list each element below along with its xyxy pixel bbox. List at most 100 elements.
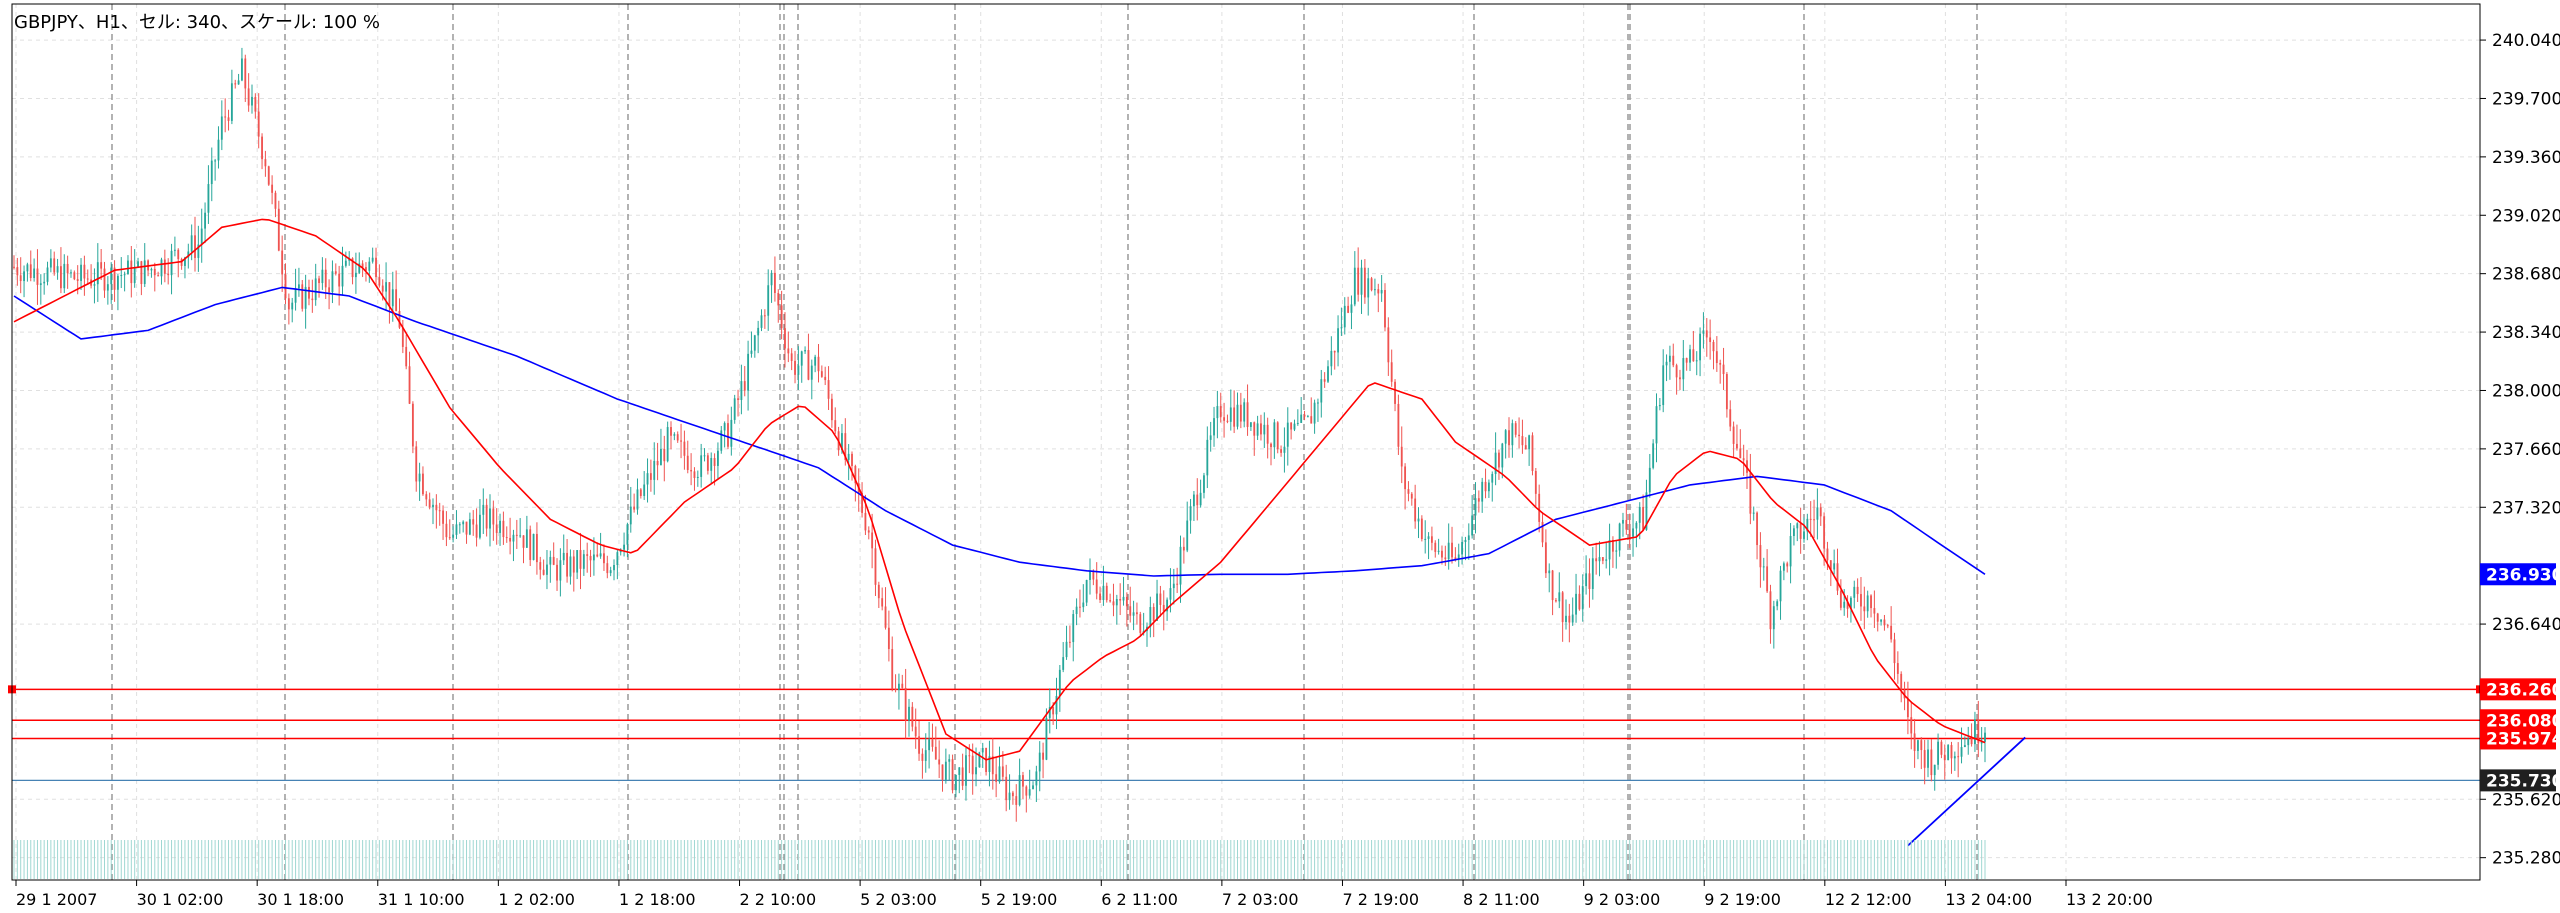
candle-body	[894, 688, 897, 690]
candle-body	[1565, 615, 1567, 623]
candle-body	[1112, 601, 1115, 606]
candle-body	[995, 774, 998, 782]
candle-body	[39, 283, 42, 285]
candle-body	[110, 267, 113, 285]
candle-body	[1672, 355, 1675, 366]
candle-body	[401, 327, 404, 347]
candle-body	[623, 544, 625, 550]
candle-body	[1079, 606, 1081, 608]
candle-body	[988, 756, 991, 772]
candle-body	[1742, 458, 1745, 461]
candle-body	[127, 260, 129, 275]
candle-body	[1437, 550, 1440, 552]
candle-body	[1089, 570, 1091, 580]
candle-body	[1910, 717, 1913, 734]
candle-body	[1213, 418, 1215, 436]
candle-body	[445, 523, 448, 538]
candle-body	[737, 398, 739, 400]
candle-body	[1551, 570, 1554, 601]
price-tag-bg	[2480, 769, 2556, 792]
candle-body	[351, 258, 354, 278]
candle-body	[465, 521, 468, 535]
candle-body	[1632, 528, 1634, 537]
candle-body	[365, 267, 367, 271]
candle-body	[1062, 657, 1065, 670]
candle-body	[690, 469, 693, 472]
trendline[interactable]	[1907, 736, 2026, 847]
candle-body	[294, 288, 297, 303]
candle-body	[740, 381, 743, 400]
candle-body	[1752, 512, 1755, 514]
candle-body	[150, 268, 153, 271]
candle-body	[391, 289, 394, 307]
candle-body	[1927, 749, 1929, 768]
candle-body	[509, 537, 512, 542]
candle-body	[1052, 707, 1055, 715]
candle-body	[106, 284, 109, 291]
candle-body	[432, 504, 434, 508]
candle-body	[1384, 290, 1386, 328]
candle-body	[207, 184, 210, 213]
candle-body	[1471, 515, 1474, 536]
candle-body	[173, 249, 176, 251]
candle-body	[777, 292, 780, 306]
candle-body	[542, 569, 545, 575]
candle-body	[1692, 349, 1695, 362]
candle-body	[1608, 540, 1611, 560]
candle-body	[60, 266, 62, 289]
candle-body	[1266, 424, 1269, 444]
candle-body	[1286, 422, 1289, 447]
candle-body	[1430, 536, 1433, 543]
candle-body	[214, 160, 217, 162]
candle-body	[505, 537, 508, 539]
candle-body	[1048, 707, 1051, 718]
candle-body	[1504, 430, 1507, 444]
candle-body	[1400, 446, 1403, 467]
candle-body	[1404, 466, 1407, 490]
candle-body	[824, 376, 827, 381]
candle-body	[1541, 521, 1544, 543]
x-tick-label: 30 1 02:00	[137, 890, 224, 909]
candle-body	[965, 755, 967, 786]
candle-body	[70, 272, 72, 274]
candle-body	[448, 537, 451, 539]
candle-body	[1893, 639, 1896, 664]
candle-body	[1823, 516, 1826, 549]
candle-body	[100, 262, 103, 269]
candle-body	[1115, 599, 1118, 606]
candle-body	[438, 510, 441, 512]
candle-body	[281, 250, 284, 275]
candle-body	[958, 767, 961, 775]
x-tick-label: 9 2 19:00	[1704, 890, 1781, 909]
candle-body	[784, 328, 786, 349]
candle-body	[1001, 766, 1004, 777]
candle-body	[1236, 404, 1239, 427]
candle-body	[1119, 599, 1122, 601]
horizontal-levels[interactable]	[8, 685, 2484, 782]
candle-body	[780, 305, 783, 329]
candle-body	[790, 353, 793, 361]
candle-body	[264, 159, 267, 167]
candle-body	[495, 524, 498, 533]
candle-body	[1662, 365, 1665, 406]
candle-body	[331, 271, 334, 293]
trendline-group[interactable]	[1907, 736, 2026, 847]
candle-body	[663, 448, 666, 462]
candle-body	[1829, 560, 1832, 570]
candle-body	[861, 492, 863, 513]
candle-body	[1139, 614, 1142, 633]
candle-body	[116, 275, 119, 290]
candle-body	[1357, 267, 1360, 295]
candle-body	[187, 251, 190, 258]
candle-body	[1846, 601, 1849, 609]
candle-body	[26, 264, 29, 272]
candle-body	[559, 560, 562, 581]
candle-body	[1786, 563, 1789, 567]
candle-body	[998, 766, 1001, 782]
candle-body	[1018, 775, 1021, 805]
candle-body	[800, 351, 803, 366]
candle-body	[210, 160, 213, 185]
candle-body	[435, 504, 438, 511]
